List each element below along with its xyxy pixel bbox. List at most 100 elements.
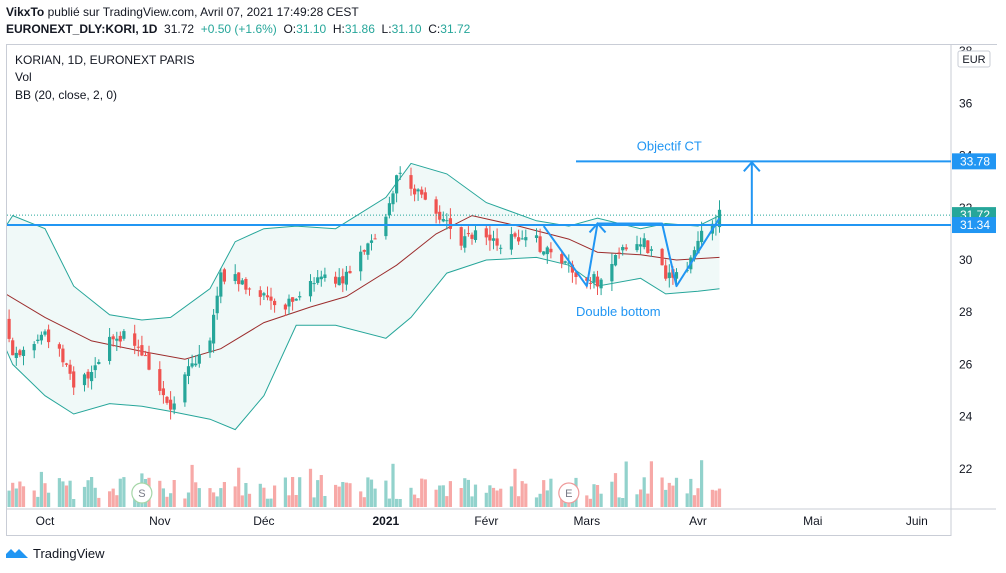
volume-bar [86, 480, 90, 507]
candle-body [118, 335, 122, 342]
candle-body [391, 193, 395, 205]
candle-body [265, 295, 270, 298]
candle-body [247, 288, 252, 290]
candle-body [542, 251, 546, 255]
candle-body [169, 399, 173, 410]
volume-bar [337, 486, 341, 507]
volume-bar [398, 499, 402, 507]
volume-bar [513, 468, 517, 507]
y-tick-label: 22 [959, 462, 973, 476]
volume-bar [671, 485, 675, 507]
candle-body [635, 244, 639, 251]
candle-body [7, 318, 11, 339]
volume-bar [319, 475, 323, 507]
candle-body [269, 296, 273, 301]
volume-bar [122, 477, 126, 507]
x-tick-label: Déc [253, 514, 274, 528]
volume-bar [18, 481, 22, 507]
volume-bar [115, 495, 119, 507]
volume-bar [233, 486, 237, 507]
volume-bar [269, 498, 273, 507]
candle-body [384, 216, 388, 237]
candle-body [233, 274, 237, 281]
volume-bar [161, 488, 165, 507]
candle-body [517, 237, 521, 242]
candle-body [420, 189, 424, 195]
event-marker[interactable] [558, 482, 580, 504]
candle-body [649, 249, 653, 251]
candle-body [36, 339, 40, 341]
volume-bar [416, 498, 420, 507]
candle-body [72, 371, 76, 388]
volume-bar [111, 488, 115, 507]
volume-bar [445, 496, 449, 507]
candle-body [369, 240, 374, 243]
double-bottom-pattern[interactable] [542, 217, 721, 288]
volume-bar [700, 460, 704, 507]
bb-upper-band [7, 162, 720, 321]
volume-bar [463, 478, 467, 507]
author-name[interactable]: VikxTo [6, 5, 45, 19]
x-tick-label: Nov [149, 514, 170, 528]
candle-body [438, 211, 442, 220]
symbol: EURONEXT_DLY:KORI, 1D [6, 22, 158, 36]
candle-body [312, 283, 316, 285]
candle-body [47, 329, 51, 343]
candle-body [140, 345, 144, 356]
candle-body [570, 264, 574, 273]
x-tick-label: Avr [689, 514, 707, 528]
volume-bar [660, 477, 664, 507]
candle-body [387, 203, 391, 216]
volume-bar [373, 488, 377, 507]
plot-area [7, 160, 951, 507]
candle-body [298, 296, 302, 298]
volume-bar [90, 477, 94, 507]
volume-bar [649, 461, 653, 507]
price-label-box [952, 217, 996, 234]
volume-bar [409, 487, 413, 507]
candle-body [692, 250, 696, 259]
symbol-line: EURONEXT_DLY:KORI, 1D 31.72 +0.50 (+1.6%… [6, 22, 470, 36]
volume-bar [613, 473, 618, 507]
bb-basis [7, 215, 720, 360]
volume-bar [334, 484, 338, 507]
open-label: O: [283, 22, 297, 36]
volume-bar [714, 490, 718, 507]
volume-bar [258, 483, 262, 507]
volume-bar [61, 481, 65, 507]
candle-body [82, 374, 87, 386]
candle-body [334, 276, 338, 284]
candle-body [133, 333, 137, 346]
event-marker[interactable] [131, 482, 153, 504]
volume-bar [190, 464, 194, 507]
volume-bar [194, 482, 198, 507]
volume-bar [491, 487, 496, 507]
x-tick-label: Oct [36, 514, 55, 528]
volume-bar [240, 495, 244, 507]
candle-body [197, 354, 201, 364]
volume-bar [64, 485, 69, 507]
candle-body [212, 314, 216, 344]
volume-bar [57, 478, 61, 507]
volume-bar [369, 479, 374, 507]
volume-bar [7, 490, 11, 507]
volume-bar [294, 495, 298, 507]
candle-body [366, 243, 370, 255]
candle-body [545, 247, 549, 255]
candle-body [567, 262, 571, 264]
volume-bar [459, 488, 463, 507]
currency-label: EUR [962, 54, 985, 66]
candle-body [11, 340, 15, 356]
volume-bar [172, 480, 176, 507]
currency-box[interactable] [957, 50, 991, 68]
volume-bar [72, 499, 76, 507]
footer-brand[interactable]: TradingView [6, 546, 105, 561]
candle-body [108, 336, 112, 361]
candle-body [700, 230, 704, 243]
volume-bar [359, 491, 363, 507]
candle-body [499, 247, 503, 249]
volume-bar [696, 488, 700, 507]
open-value: 31.10 [296, 22, 327, 36]
candle-body [348, 271, 352, 274]
